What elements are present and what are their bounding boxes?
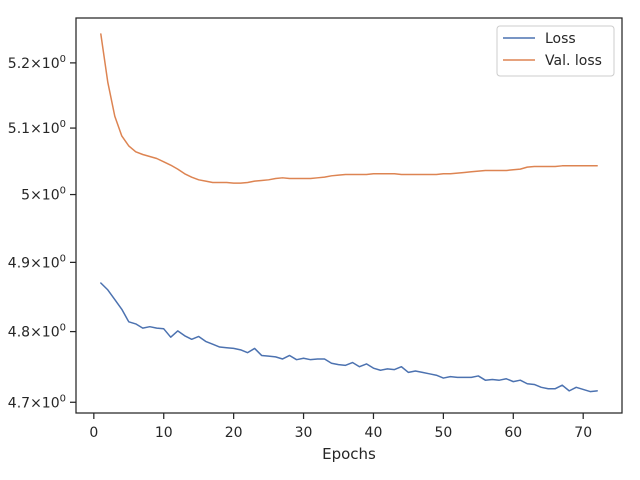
legend-label-0: Loss xyxy=(545,31,576,47)
y-tick-label: 4.7×100 xyxy=(8,393,66,411)
series-line-1 xyxy=(100,33,598,184)
y-tick-label: 5.1×100 xyxy=(8,119,66,137)
axes-frame xyxy=(75,17,623,414)
x-tick-label: 30 xyxy=(295,425,313,441)
series-line-0 xyxy=(100,282,598,393)
x-tick-label: 0 xyxy=(89,425,98,441)
legend-label-1: Val. loss xyxy=(545,53,602,69)
plot-area xyxy=(100,33,598,393)
y-tick-label: 4.9×100 xyxy=(8,253,66,271)
x-tick-label: 70 xyxy=(574,425,592,441)
x-tick-label: 20 xyxy=(225,425,243,441)
x-tick-label: 50 xyxy=(434,425,452,441)
y-tick-label: 5.2×100 xyxy=(8,54,66,72)
x-tick-label: 10 xyxy=(155,425,173,441)
y-axis-ticks: 4.7×100 4.8×100 4.9×100 5×100 5.1×100 5.2×100 xyxy=(8,54,76,411)
x-tick-label: 60 xyxy=(504,425,522,441)
x-axis-label: Epochs xyxy=(322,445,376,463)
y-tick-label: 5×100 xyxy=(21,186,66,204)
y-tick-label: 4.8×100 xyxy=(8,323,66,341)
legend: Loss Val. loss xyxy=(496,25,615,77)
x-tick-label: 40 xyxy=(365,425,383,441)
x-axis-ticks: 0 10 20 30 40 50 60 70 xyxy=(89,413,592,441)
